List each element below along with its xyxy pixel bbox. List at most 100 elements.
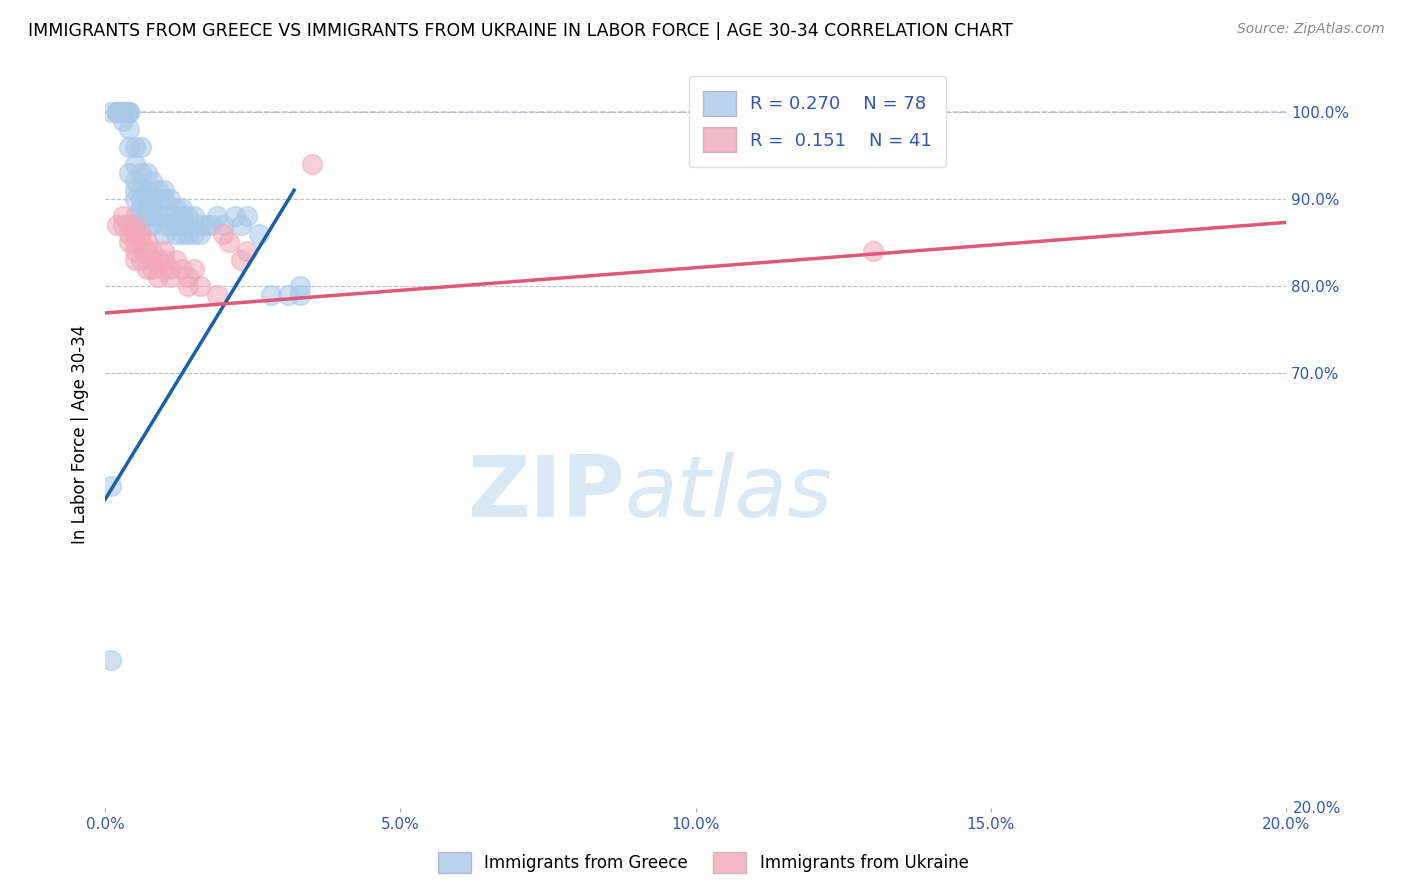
Point [141,201,163,215]
Point [247,227,270,241]
Point [105,104,128,119]
Text: IMMIGRANTS FROM GREECE VS IMMIGRANTS FROM UKRAINE IN LABOR FORCE | AGE 30-34 COR: IMMIGRANTS FROM GREECE VS IMMIGRANTS FRO… [28,22,1012,40]
Point [135,261,157,276]
Point [159,210,181,224]
Point [153,192,176,206]
Point [277,287,299,301]
Point [105,104,128,119]
Point [141,244,163,259]
Point [159,218,181,232]
Point [124,139,146,153]
Point [135,183,157,197]
Point [118,235,141,250]
Point [118,166,141,180]
Point [153,261,176,276]
Point [165,227,187,241]
Point [183,261,205,276]
Point [124,174,146,188]
Point [207,210,229,224]
Point [100,653,122,667]
Point [212,218,235,232]
Point [124,210,146,224]
Point [141,218,163,232]
Point [135,210,157,224]
Point [124,218,146,232]
Point [124,244,146,259]
Point [148,210,170,224]
Point [124,192,146,206]
Point [124,252,146,267]
Point [100,479,122,493]
Point [229,218,252,232]
Point [159,192,181,206]
Point [188,218,211,232]
Point [124,157,146,171]
Point [207,287,229,301]
Point [118,104,141,119]
Point [218,235,240,250]
Point [135,218,157,232]
Point [118,104,141,119]
Point [153,252,176,267]
Point [224,210,246,224]
Point [141,174,163,188]
Point [170,261,193,276]
Point [177,218,200,232]
Point [170,218,193,232]
Point [194,218,217,232]
Point [141,261,163,276]
Point [129,192,152,206]
Point [129,201,152,215]
Point [129,183,152,197]
Point [177,210,200,224]
Point [259,287,281,301]
Text: Source: ZipAtlas.com: Source: ZipAtlas.com [1237,22,1385,37]
Text: 20.0%: 20.0% [1294,801,1341,816]
Point [129,210,152,224]
Point [141,210,163,224]
Point [183,210,205,224]
Point [177,227,200,241]
Point [129,139,152,153]
Point [111,210,134,224]
Point [188,227,211,241]
Point [148,183,170,197]
Point [129,166,152,180]
Point [177,279,200,293]
Point [148,252,170,267]
Point [165,252,187,267]
Point [229,252,252,267]
Point [135,201,157,215]
Point [288,279,311,293]
Point [170,201,193,215]
Point [100,104,122,119]
Point [170,210,193,224]
Point [148,192,170,206]
Point [118,218,141,232]
Point [105,218,128,232]
Point [105,104,128,119]
Point [183,227,205,241]
Point [165,201,187,215]
Point [124,227,146,241]
Point [111,104,134,119]
Point [153,183,176,197]
Point [129,235,152,250]
Text: atlas: atlas [624,452,832,535]
Point [153,244,176,259]
Point [159,270,181,285]
Point [170,227,193,241]
Point [141,252,163,267]
Point [159,261,181,276]
Point [288,287,311,301]
Legend: R = 0.270    N = 78, R =  0.151    N = 41: R = 0.270 N = 78, R = 0.151 N = 41 [689,76,946,167]
Y-axis label: In Labor Force | Age 30-34: In Labor Force | Age 30-34 [72,325,89,543]
Point [153,227,176,241]
Point [301,157,323,171]
Point [124,235,146,250]
Point [236,210,259,224]
Point [111,104,134,119]
Point [236,244,259,259]
Point [135,235,157,250]
Point [153,218,176,232]
